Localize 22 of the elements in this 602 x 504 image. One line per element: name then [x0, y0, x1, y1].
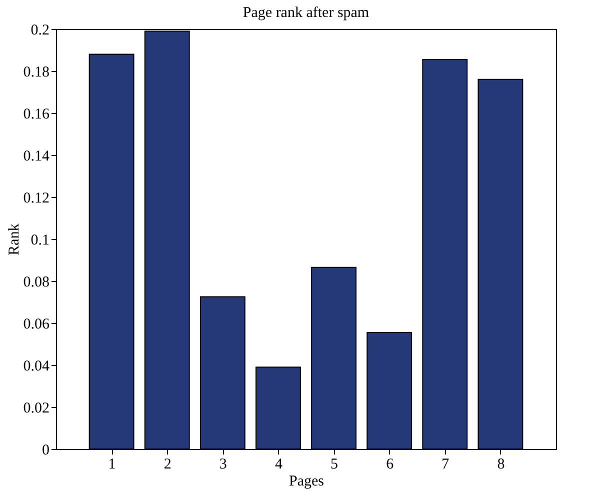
x-tick-label: 3 [219, 456, 227, 472]
y-tick-label: 0.04 [23, 358, 50, 374]
y-tick-label: 0 [42, 442, 50, 458]
y-tick-label: 0.1 [30, 232, 50, 248]
y-tick-label: 0.08 [23, 274, 50, 290]
x-tick-label: 1 [108, 456, 116, 472]
y-tick-label: 0.14 [23, 148, 50, 164]
chart-title: Page rank after spam [242, 5, 370, 21]
y-tick-label: 0.2 [30, 22, 50, 38]
y-tick-label: 0.12 [23, 190, 50, 206]
y-tick-label: 0.18 [23, 64, 50, 80]
x-axis-title: Pages [289, 474, 324, 490]
x-tick-label: 2 [164, 456, 172, 472]
x-tick-label: 5 [330, 456, 338, 472]
y-tick-label: 0.02 [23, 400, 50, 416]
x-tick-label: 6 [386, 456, 394, 472]
x-tick-label: 4 [274, 456, 283, 472]
y-tick-label: 0.06 [23, 316, 50, 332]
y-axis-title: Rank [6, 223, 22, 256]
y-tick-label: 0.16 [23, 106, 50, 122]
x-tick-label: 8 [497, 456, 505, 472]
x-tick-label: 7 [442, 456, 450, 472]
